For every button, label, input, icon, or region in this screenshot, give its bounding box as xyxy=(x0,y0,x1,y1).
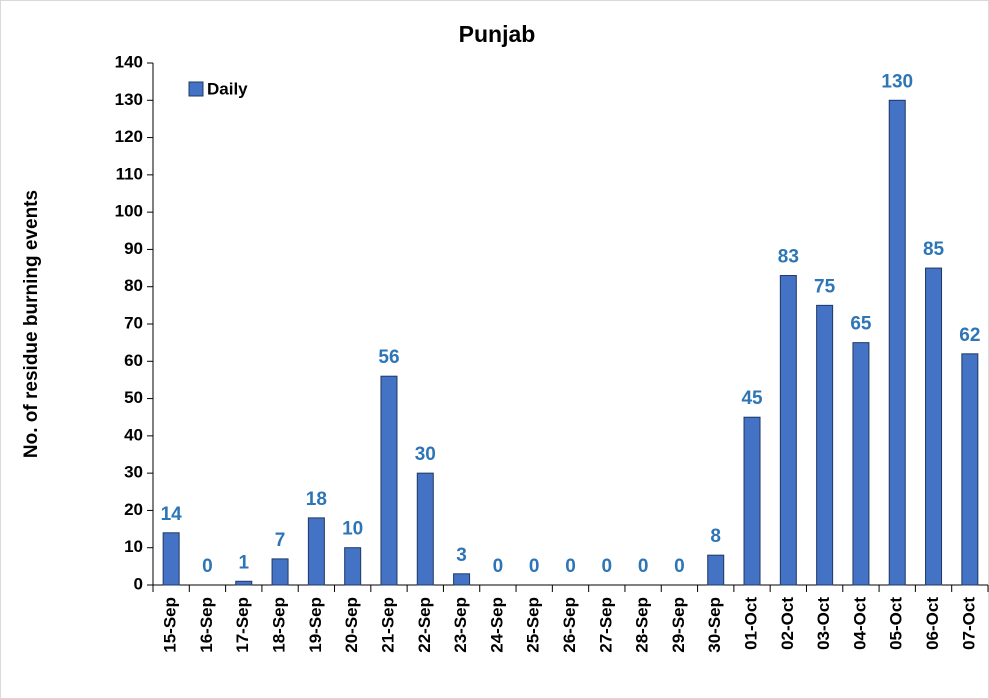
x-tick-label: 15-Sep xyxy=(161,597,180,653)
y-tick-label: 10 xyxy=(124,537,143,556)
value-label: 0 xyxy=(493,556,504,577)
x-tick-label: 07-Oct xyxy=(959,597,978,650)
y-tick-label: 90 xyxy=(124,239,143,258)
x-tick-label: 23-Sep xyxy=(451,597,470,653)
y-tick-label: 70 xyxy=(124,313,143,332)
x-tick-label: 03-Oct xyxy=(814,597,833,650)
y-tick-label: 80 xyxy=(124,276,143,295)
value-label: 30 xyxy=(415,444,436,465)
x-tick-label: 04-Oct xyxy=(850,597,869,650)
value-label: 7 xyxy=(275,530,286,551)
value-label: 3 xyxy=(456,545,467,566)
x-tick-label: 30-Sep xyxy=(705,597,724,653)
y-axis-label: No. of residue burning events xyxy=(21,190,42,458)
y-tick-label: 60 xyxy=(124,351,143,370)
x-tick-label: 19-Sep xyxy=(306,597,325,653)
x-tick-label: 22-Sep xyxy=(415,597,434,653)
x-tick-label: 17-Sep xyxy=(233,597,252,653)
value-label: 8 xyxy=(710,526,721,547)
y-tick-label: 20 xyxy=(124,500,143,519)
x-tick-label: 05-Oct xyxy=(887,597,906,650)
value-label: 14 xyxy=(161,504,183,525)
bar xyxy=(416,472,434,586)
bar xyxy=(162,532,180,586)
x-tick-label: 21-Sep xyxy=(378,597,397,653)
value-label: 0 xyxy=(202,556,213,577)
value-label: 10 xyxy=(342,519,363,540)
y-tick-label: 100 xyxy=(115,202,143,221)
bar xyxy=(816,304,834,586)
value-label: 85 xyxy=(923,239,945,260)
value-label: 75 xyxy=(814,276,836,297)
x-tick-label: 16-Sep xyxy=(197,597,216,653)
value-label: 56 xyxy=(378,347,399,368)
value-label: 0 xyxy=(565,556,576,577)
x-tick-label: 25-Sep xyxy=(524,597,543,653)
value-label: 0 xyxy=(529,556,540,577)
bar xyxy=(888,99,906,586)
value-label: 62 xyxy=(959,325,980,346)
x-tick-label: 28-Sep xyxy=(633,597,652,653)
bar xyxy=(344,547,362,586)
legend-label: Daily xyxy=(207,79,248,98)
bar xyxy=(235,580,253,586)
chart-title: Punjab xyxy=(459,21,536,47)
x-tick-label: 01-Oct xyxy=(742,597,761,650)
legend-swatch xyxy=(188,81,204,97)
bar xyxy=(453,573,471,586)
bar xyxy=(743,416,761,586)
value-label: 45 xyxy=(741,388,763,409)
y-tick-label: 130 xyxy=(115,90,143,109)
value-label: 65 xyxy=(850,314,872,335)
x-tick-label: 27-Sep xyxy=(596,597,615,653)
x-tick-label: 26-Sep xyxy=(560,597,579,653)
value-label: 83 xyxy=(778,247,799,268)
bar xyxy=(779,275,797,586)
y-tick-label: 0 xyxy=(134,574,143,593)
value-label: 0 xyxy=(638,556,649,577)
value-label: 0 xyxy=(602,556,613,577)
bar xyxy=(707,554,725,586)
x-tick-label: 02-Oct xyxy=(778,597,797,650)
bar xyxy=(307,517,325,586)
y-tick-label: 50 xyxy=(124,388,143,407)
x-tick-label: 29-Sep xyxy=(669,597,688,653)
y-tick-label: 120 xyxy=(115,127,143,146)
bar xyxy=(271,558,289,586)
value-label: 18 xyxy=(306,489,327,510)
bar xyxy=(380,375,398,586)
x-tick-label: 06-Oct xyxy=(923,597,942,650)
value-label: 130 xyxy=(881,71,913,92)
y-tick-label: 110 xyxy=(116,164,143,183)
bar xyxy=(925,267,943,586)
bar xyxy=(961,353,979,586)
x-tick-label: 18-Sep xyxy=(270,597,289,653)
value-label: 1 xyxy=(238,552,249,573)
y-tick-label: 40 xyxy=(124,425,143,444)
y-tick-label: 30 xyxy=(124,463,143,482)
value-label: 0 xyxy=(674,556,685,577)
x-tick-label: 20-Sep xyxy=(342,597,361,653)
bar xyxy=(852,342,870,586)
x-tick-label: 24-Sep xyxy=(487,597,506,653)
y-tick-label: 140 xyxy=(115,52,143,71)
